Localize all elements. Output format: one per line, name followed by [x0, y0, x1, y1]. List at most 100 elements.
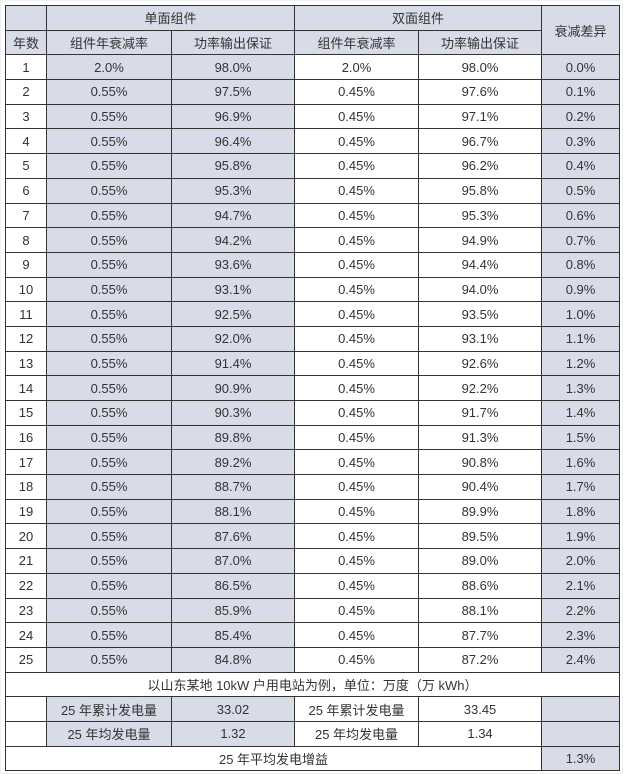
- mono-output-header: 功率输出保证: [170, 29, 296, 56]
- mono-degradation-cell: 0.55%: [46, 350, 172, 377]
- mono-average-label: 25 年均发电量: [46, 720, 172, 747]
- diff-cell: 0.6%: [541, 202, 621, 229]
- mono-degradation-cell: 0.55%: [46, 251, 172, 278]
- mono-output-cell: 93.1%: [170, 276, 296, 303]
- bifacial-degradation-cell: 0.45%: [294, 350, 420, 377]
- degradation-comparison-table: 单面组件 双面组件 衰减差异 年数 组件年衰减率 功率输出保证 组件年衰减率 功…: [4, 4, 621, 772]
- mono-output-cell: 96.9%: [170, 103, 296, 130]
- year-cell: 24: [5, 622, 47, 648]
- mono-output-cell: 90.9%: [170, 375, 296, 401]
- mono-output-cell: 85.9%: [170, 597, 296, 624]
- gain-label: 25 年平均发电增益: [4, 745, 543, 772]
- year-cell: 23: [5, 597, 47, 624]
- year-cell: 6: [5, 177, 47, 204]
- table-row: 22 0.55% 86.5% 0.45% 88.6% 2.1%: [5, 572, 621, 599]
- bifacial-degradation-cell: 0.45%: [294, 622, 420, 648]
- bifacial-output-cell: 95.3%: [418, 202, 543, 229]
- mono-output-cell: 87.0%: [170, 548, 296, 574]
- year-column-header: 年数: [5, 29, 47, 56]
- table-row: 24 0.55% 85.4% 0.45% 87.7% 2.3%: [5, 622, 621, 648]
- diff-cell: 0.2%: [541, 103, 621, 130]
- table-row: 7 0.55% 94.7% 0.45% 95.3% 0.6%: [5, 202, 621, 229]
- table-row: 21 0.55% 87.0% 0.45% 89.0% 2.0%: [5, 548, 621, 574]
- mono-degradation-cell: 0.55%: [46, 375, 172, 401]
- bifacial-output-cell: 92.6%: [418, 350, 543, 377]
- mono-output-cell: 94.7%: [170, 202, 296, 229]
- diff-cell: 0.7%: [541, 227, 621, 253]
- mono-degradation-cell: 0.55%: [46, 449, 172, 476]
- mono-output-cell: 95.3%: [170, 177, 296, 204]
- bifacial-output-cell: 93.5%: [418, 301, 543, 327]
- table-row: 8 0.55% 94.2% 0.45% 94.9% 0.7%: [5, 227, 621, 253]
- diff-cell: 1.9%: [541, 523, 621, 550]
- mono-degradation-cell: 0.55%: [46, 424, 172, 451]
- bifacial-output-cell: 96.2%: [418, 153, 543, 179]
- mono-output-cell: 95.8%: [170, 153, 296, 179]
- bifacial-degradation-cell: 0.45%: [294, 572, 420, 599]
- mono-degradation-header: 组件年衰减率: [46, 29, 172, 56]
- bifacial-output-cell: 90.8%: [418, 449, 543, 476]
- mono-degradation-cell: 0.55%: [46, 301, 172, 327]
- diff-cell: 1.3%: [541, 375, 621, 401]
- bifacial-degradation-cell: 0.45%: [294, 325, 420, 352]
- mono-output-cell: 87.6%: [170, 523, 296, 550]
- diff-cell: 1.4%: [541, 400, 621, 426]
- table-row: 3 0.55% 96.9% 0.45% 97.1% 0.2%: [5, 103, 621, 130]
- year-cell: 25: [5, 646, 47, 673]
- table-row: 17 0.55% 89.2% 0.45% 90.8% 1.6%: [5, 449, 621, 476]
- empty-cell: [5, 696, 47, 722]
- corner-cell: [5, 5, 47, 31]
- mono-output-cell: 96.4%: [170, 128, 296, 155]
- bifacial-output-cell: 91.7%: [418, 400, 543, 426]
- mono-output-cell: 98.0%: [170, 54, 296, 81]
- table-row: 12 0.55% 92.0% 0.45% 93.1% 1.1%: [5, 325, 621, 352]
- bifacial-output-cell: 94.0%: [418, 276, 543, 303]
- mono-degradation-cell: 0.55%: [46, 474, 172, 500]
- year-cell: 20: [5, 523, 47, 550]
- bifacial-output-cell: 88.6%: [418, 572, 543, 599]
- table-row: 15 0.55% 90.3% 0.45% 91.7% 1.4%: [5, 400, 621, 426]
- mono-output-cell: 93.6%: [170, 251, 296, 278]
- diff-cell: 1.6%: [541, 449, 621, 476]
- mono-cumulative-label: 25 年累计发电量: [46, 696, 172, 722]
- table-row: 10 0.55% 93.1% 0.45% 94.0% 0.9%: [5, 276, 621, 303]
- diff-cell: 0.8%: [541, 251, 621, 278]
- year-cell: 4: [5, 128, 47, 155]
- bifacial-degradation-cell: 0.45%: [294, 424, 420, 451]
- mono-output-cell: 89.8%: [170, 424, 296, 451]
- bifacial-average-label: 25 年均发电量: [294, 720, 420, 747]
- bifacial-group-header: 双面组件: [294, 5, 543, 31]
- year-cell: 15: [5, 400, 47, 426]
- year-cell: 19: [5, 498, 47, 525]
- mono-output-cell: 94.2%: [170, 227, 296, 253]
- table-body: 1 2.0% 98.0% 2.0% 98.0% 0.0% 2 0.55% 97.5% 0.45% 9…: [5, 54, 621, 673]
- mono-output-cell: 88.1%: [170, 498, 296, 525]
- bifacial-average-value: 1.34: [418, 720, 543, 747]
- bifacial-cumulative-value: 33.45: [418, 696, 543, 722]
- gain-value: 1.3%: [541, 745, 621, 772]
- note-row: 以山东某地 10kW 户用电站为例，单位：万度（万 kWh）: [4, 671, 621, 698]
- diff-cell: 0.0%: [541, 54, 621, 81]
- mono-degradation-cell: 0.55%: [46, 128, 172, 155]
- mono-degradation-cell: 0.55%: [46, 597, 172, 624]
- diff-cell: 0.5%: [541, 177, 621, 204]
- diff-cell: 0.4%: [541, 153, 621, 179]
- year-cell: 5: [5, 153, 47, 179]
- bifacial-output-cell: 89.5%: [418, 523, 543, 550]
- mono-output-cell: 85.4%: [170, 622, 296, 648]
- table-row: 19 0.55% 88.1% 0.45% 89.9% 1.8%: [5, 498, 621, 525]
- empty-cell: [5, 720, 47, 747]
- mono-group-header: 单面组件: [45, 5, 296, 31]
- diff-cell: 2.3%: [541, 622, 621, 648]
- bifacial-degradation-cell: 0.45%: [294, 177, 420, 204]
- bifacial-degradation-cell: 0.45%: [294, 498, 420, 525]
- bifacial-degradation-cell: 0.45%: [294, 375, 420, 401]
- empty-cell: [541, 720, 621, 747]
- diff-cell: 2.2%: [541, 597, 621, 624]
- year-cell: 11: [5, 301, 47, 327]
- table-row: 14 0.55% 90.9% 0.45% 92.2% 1.3%: [5, 375, 621, 401]
- bifacial-output-cell: 92.2%: [418, 375, 543, 401]
- bifacial-degradation-cell: 0.45%: [294, 646, 420, 673]
- bifacial-degradation-cell: 0.45%: [294, 79, 420, 105]
